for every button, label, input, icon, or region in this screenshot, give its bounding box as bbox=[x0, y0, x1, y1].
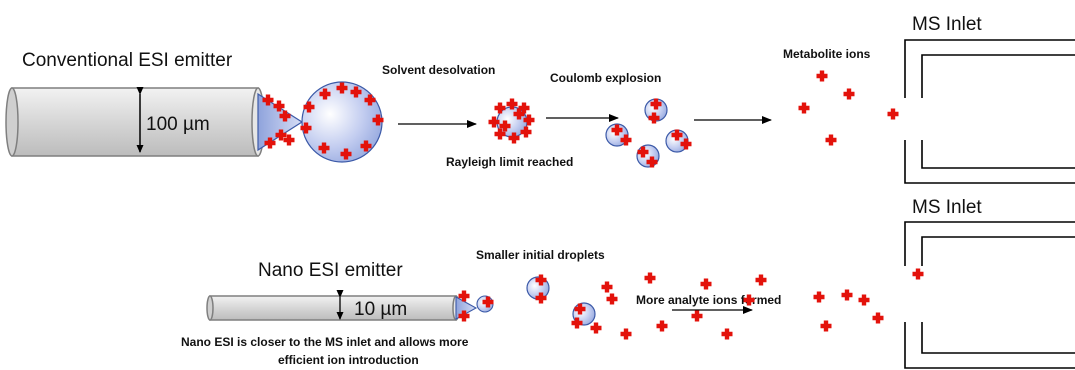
ion-plus-icon bbox=[340, 148, 352, 160]
ion-plus-icon bbox=[273, 100, 285, 112]
ion-plus-icon bbox=[841, 289, 853, 301]
ion-plus-icon bbox=[264, 137, 276, 149]
ion-plus-icon bbox=[518, 102, 530, 114]
ion-plus-icon bbox=[319, 88, 331, 100]
ion-plus-icon bbox=[571, 317, 583, 329]
conventional-emitter-label: Conventional ESI emitter bbox=[22, 50, 233, 71]
ion-plus-icon bbox=[721, 328, 733, 340]
ion-plus-icon bbox=[671, 129, 683, 141]
ion-plus-icon bbox=[637, 146, 649, 158]
ion-plus-icon bbox=[743, 294, 755, 306]
ion-plus-icon bbox=[620, 134, 632, 146]
ion-plus-icon bbox=[372, 114, 384, 126]
rayleigh-limit-label: Rayleigh limit reached bbox=[446, 155, 573, 169]
ion-plus-icon bbox=[590, 322, 602, 334]
ion-plus-icon bbox=[364, 94, 376, 106]
nano-note-line1: Nano ESI is closer to the MS inlet and a… bbox=[181, 335, 469, 349]
ion-plus-icon bbox=[644, 272, 656, 284]
ion-plus-icon bbox=[350, 86, 362, 98]
ion-plus-icon bbox=[506, 98, 518, 110]
ion-plus-icon bbox=[755, 274, 767, 286]
nano-note-line2: efficient ion introduction bbox=[278, 353, 419, 367]
ion-plus-icon bbox=[813, 291, 825, 303]
ion-plus-icon bbox=[494, 102, 506, 114]
ion-plus-icon bbox=[650, 98, 662, 110]
metabolite-ions-label: Metabolite ions bbox=[783, 47, 871, 61]
ion-plus-icon bbox=[482, 296, 494, 308]
ion-plus-icon bbox=[508, 132, 520, 144]
ms-inlet-top-label: MS Inlet bbox=[912, 14, 982, 35]
ion-plus-icon bbox=[816, 70, 828, 82]
ion-plus-icon bbox=[499, 120, 511, 132]
ion-plus-icon bbox=[574, 303, 586, 315]
conventional-diameter-label: 100 µm bbox=[146, 114, 210, 135]
small-droplets bbox=[526, 276, 596, 326]
ion-plus-icon bbox=[843, 88, 855, 100]
ion-plus-icon bbox=[611, 124, 623, 136]
ion-plus-icon bbox=[360, 140, 372, 152]
ion-plus-icon bbox=[700, 278, 712, 290]
ion-plus-icon bbox=[458, 310, 470, 322]
ion-plus-icon bbox=[303, 101, 315, 113]
coulomb-explosion-label: Coulomb explosion bbox=[550, 71, 661, 85]
ion-plus-icon bbox=[825, 134, 837, 146]
ms-inlet-bottom bbox=[904, 221, 1075, 369]
ion-plus-icon bbox=[458, 290, 470, 302]
ion-plus-icon bbox=[488, 116, 500, 128]
nano-diameter-label: 10 µm bbox=[354, 299, 407, 320]
ion-plus-icon bbox=[606, 293, 618, 305]
smaller-droplets-label: Smaller initial droplets bbox=[476, 248, 605, 262]
ion-plus-icon bbox=[820, 320, 832, 332]
ion-markers bbox=[262, 70, 924, 340]
ion-plus-icon bbox=[535, 292, 547, 304]
ion-plus-icon bbox=[523, 114, 535, 126]
ion-plus-icon bbox=[648, 112, 660, 124]
ion-plus-icon bbox=[680, 138, 692, 150]
ms-inlet-bottom-label: MS Inlet bbox=[912, 197, 982, 218]
solvent-desolvation-label: Solvent desolvation bbox=[382, 63, 495, 77]
ion-plus-icon bbox=[494, 128, 506, 140]
more-analyte-ions-label: More analyte ions formed bbox=[636, 293, 781, 307]
ion-plus-icon bbox=[691, 310, 703, 322]
ion-plus-icon bbox=[336, 82, 348, 94]
ion-plus-icon bbox=[656, 320, 668, 332]
ms-inlet-top bbox=[904, 39, 1075, 184]
conventional-emitter-tube bbox=[5, 87, 265, 157]
ion-plus-icon bbox=[262, 94, 274, 106]
ion-plus-icon bbox=[279, 110, 291, 122]
ion-plus-icon bbox=[601, 281, 613, 293]
ion-plus-icon bbox=[283, 134, 295, 146]
nano-emitter-label: Nano ESI emitter bbox=[258, 260, 403, 281]
ion-plus-icon bbox=[620, 328, 632, 340]
ion-plus-icon bbox=[872, 312, 884, 324]
nano-emitter-tube bbox=[206, 295, 460, 321]
ion-plus-icon bbox=[646, 156, 658, 168]
initial-droplet bbox=[301, 81, 383, 163]
ion-plus-icon bbox=[887, 108, 899, 120]
ion-plus-icon bbox=[318, 142, 330, 154]
ion-plus-icon bbox=[912, 268, 924, 280]
ion-plus-icon bbox=[798, 102, 810, 114]
ion-plus-icon bbox=[300, 122, 312, 134]
ion-plus-icon bbox=[535, 274, 547, 286]
ion-plus-icon bbox=[275, 129, 287, 141]
ion-plus-icon bbox=[858, 294, 870, 306]
ion-plus-icon bbox=[513, 108, 525, 120]
ion-plus-icon bbox=[520, 126, 532, 138]
